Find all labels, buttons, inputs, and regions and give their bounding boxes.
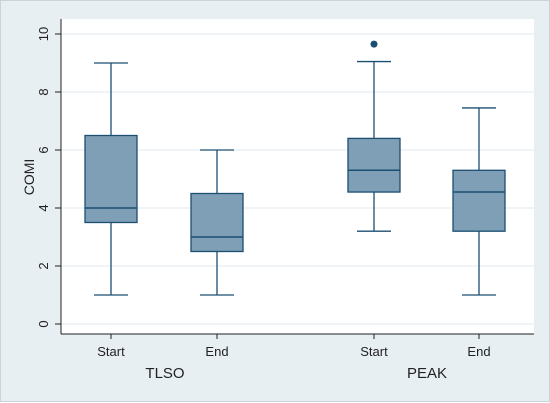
x-tick-label: Start [360,344,388,359]
y-tick-label: 10 [36,27,51,41]
box-body [190,192,244,253]
y-tick-label: 6 [36,146,51,153]
box-body [347,137,401,193]
x-tick-label: End [205,344,228,359]
y-axis-title: COMI [21,159,37,196]
y-tick-label: 2 [36,262,51,269]
box-peak-end [452,107,506,296]
y-tick-label: 0 [36,320,51,327]
y-ticks: 0 2 4 6 8 10 [36,27,61,328]
grid-lines [61,33,534,325]
x-tick-label: End [467,344,490,359]
y-tick-label: 8 [36,88,51,95]
box-body [84,134,138,224]
x-labels: Start End TLSO Start End PEAK [97,334,491,382]
boxes [84,40,506,296]
group-label: TLSO [145,365,184,382]
box-tlso-end [190,149,244,296]
box-peak-start [347,40,401,232]
y-tick-label: 4 [36,204,51,211]
group-label: PEAK [407,365,447,382]
box-tlso-start [84,62,138,296]
outlier-point [370,40,378,48]
box-body [452,169,506,232]
x-tick-label: Start [97,344,125,359]
